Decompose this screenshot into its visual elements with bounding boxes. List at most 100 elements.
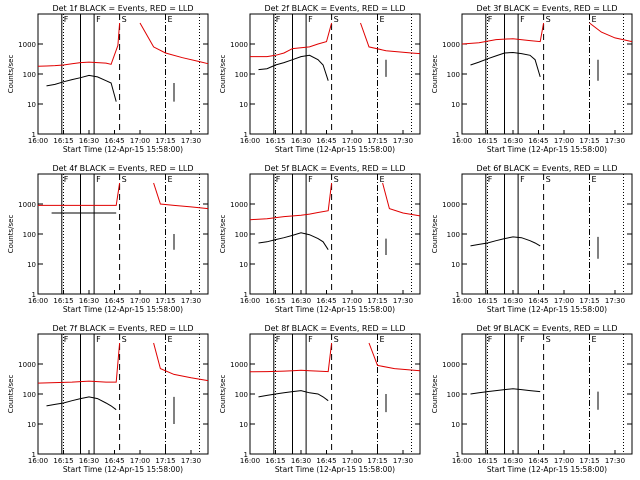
y-tick-label: 10 <box>451 421 460 429</box>
marker-label: E <box>380 335 385 344</box>
lld-series <box>37 22 121 67</box>
y-axis-label: Counts/sec <box>7 55 15 94</box>
y-tick-label: 1 <box>244 131 248 139</box>
y-tick-label: 10 <box>239 101 248 109</box>
x-tick-label: 16:15 <box>265 297 285 305</box>
lld-series <box>153 182 209 210</box>
lld-series <box>589 22 633 43</box>
lld-series <box>461 22 545 45</box>
marker-label: F <box>308 15 313 24</box>
x-tick-label: 17:00 <box>554 297 574 305</box>
x-tick-label: 16:15 <box>477 457 497 465</box>
marker-label: E <box>380 15 385 24</box>
marker-label: F <box>96 175 101 184</box>
y-tick-label: 1000 <box>18 41 36 49</box>
y-tick-label: 100 <box>447 391 460 399</box>
x-tick-label: 17:00 <box>342 137 362 145</box>
panel-1: Det 1f BLACK = Events, RED = LLD 1 10 100 10… <box>7 4 209 154</box>
x-tick-label: 16:15 <box>53 297 73 305</box>
marker-label: F <box>96 15 101 24</box>
panel-2: Det 2f BLACK = Events, RED = LLD 1 10 100 10… <box>219 4 421 154</box>
x-tick-label: 17:15 <box>579 457 599 465</box>
panel-title: Det 9f BLACK = Events, RED = LLD <box>476 324 617 333</box>
x-tick-label: 16:15 <box>265 457 285 465</box>
y-tick-label: 1 <box>244 451 248 459</box>
x-tick-label: 17:00 <box>554 137 574 145</box>
panel-title: Det 4f BLACK = Events, RED = LLD <box>52 164 193 173</box>
x-axis-label: Start Time (12-Apr-15 15:58:00) <box>487 305 607 314</box>
panel-title: Det 1f BLACK = Events, RED = LLD <box>52 4 193 13</box>
x-tick-label: 16:30 <box>503 297 523 305</box>
marker-label: F <box>308 335 313 344</box>
x-tick-label: 16:30 <box>79 297 99 305</box>
panel-7: Det 7f BLACK = Events, RED = LLD 1 10 100 10… <box>7 324 209 474</box>
x-tick-label: 16:00 <box>28 457 48 465</box>
marker-label: S <box>334 15 339 24</box>
x-tick-label: 16:30 <box>291 297 311 305</box>
panel-title: Det 2f BLACK = Events, RED = LLD <box>264 4 405 13</box>
x-tick-label: 17:00 <box>342 297 362 305</box>
x-tick-label: 16:45 <box>104 297 124 305</box>
y-tick-label: 100 <box>235 71 248 79</box>
marker-label: F <box>96 335 101 344</box>
marker-label: F <box>64 175 69 184</box>
y-tick-label: 1000 <box>442 201 460 209</box>
x-tick-label: 17:30 <box>393 457 413 465</box>
lld-series <box>139 22 209 65</box>
y-tick-label: 10 <box>239 421 248 429</box>
y-tick-label: 100 <box>447 231 460 239</box>
x-tick-label: 17:30 <box>605 297 625 305</box>
y-tick-label: 1 <box>32 131 36 139</box>
events-series <box>258 232 329 250</box>
x-tick-label: 17:15 <box>155 137 175 145</box>
panel-4: Det 4f BLACK = Events, RED = LLD 1 10 100 10… <box>7 164 209 314</box>
y-tick-label: 1 <box>456 131 460 139</box>
y-tick-label: 100 <box>23 71 36 79</box>
marker-label: F <box>488 175 493 184</box>
x-tick-label: 16:15 <box>53 457 73 465</box>
y-tick-label: 10 <box>27 421 36 429</box>
x-tick-label: 16:45 <box>528 457 548 465</box>
x-tick-label: 16:00 <box>452 137 472 145</box>
x-tick-label: 16:30 <box>79 137 99 145</box>
x-axis-label: Start Time (12-Apr-15 15:58:00) <box>63 465 183 474</box>
y-tick-label: 1 <box>32 451 36 459</box>
x-tick-label: 17:00 <box>130 137 150 145</box>
marker-label: S <box>546 335 551 344</box>
lld-series <box>382 182 421 217</box>
marker-label: E <box>592 15 597 24</box>
y-tick-label: 1 <box>32 291 36 299</box>
marker-label: S <box>546 175 551 184</box>
y-tick-label: 1000 <box>18 361 36 369</box>
y-axis-label: Counts/sec <box>219 215 227 254</box>
x-axis-label: Start Time (12-Apr-15 15:58:00) <box>487 145 607 154</box>
y-tick-label: 1000 <box>18 201 36 209</box>
x-tick-label: 17:15 <box>367 297 387 305</box>
y-axis-label: Counts/sec <box>431 55 439 94</box>
x-tick-label: 16:15 <box>477 297 497 305</box>
marker-label: E <box>168 335 173 344</box>
x-tick-label: 16:45 <box>316 137 336 145</box>
lld-series <box>250 22 333 58</box>
x-tick-label: 17:30 <box>181 137 201 145</box>
x-tick-label: 16:45 <box>528 137 548 145</box>
panel-title: Det 5f BLACK = Events, RED = LLD <box>264 164 405 173</box>
x-tick-label: 17:15 <box>155 457 175 465</box>
panel-5: Det 5f BLACK = Events, RED = LLD 1 10 100 10… <box>219 164 421 314</box>
marker-label: E <box>592 335 597 344</box>
x-tick-label: 16:15 <box>53 137 73 145</box>
y-tick-label: 1 <box>244 291 248 299</box>
marker-label: F <box>520 175 525 184</box>
x-tick-label: 16:30 <box>79 457 99 465</box>
panel-title: Det 7f BLACK = Events, RED = LLD <box>52 324 193 333</box>
events-series <box>46 74 117 102</box>
marker-label: S <box>546 15 551 24</box>
x-tick-label: 17:00 <box>342 457 362 465</box>
lld-series <box>360 22 421 55</box>
y-tick-label: 100 <box>23 391 36 399</box>
x-tick-label: 17:30 <box>605 457 625 465</box>
y-tick-label: 1000 <box>230 41 248 49</box>
marker-label: F <box>308 175 313 184</box>
y-tick-label: 100 <box>235 231 248 239</box>
x-tick-label: 16:00 <box>28 137 48 145</box>
